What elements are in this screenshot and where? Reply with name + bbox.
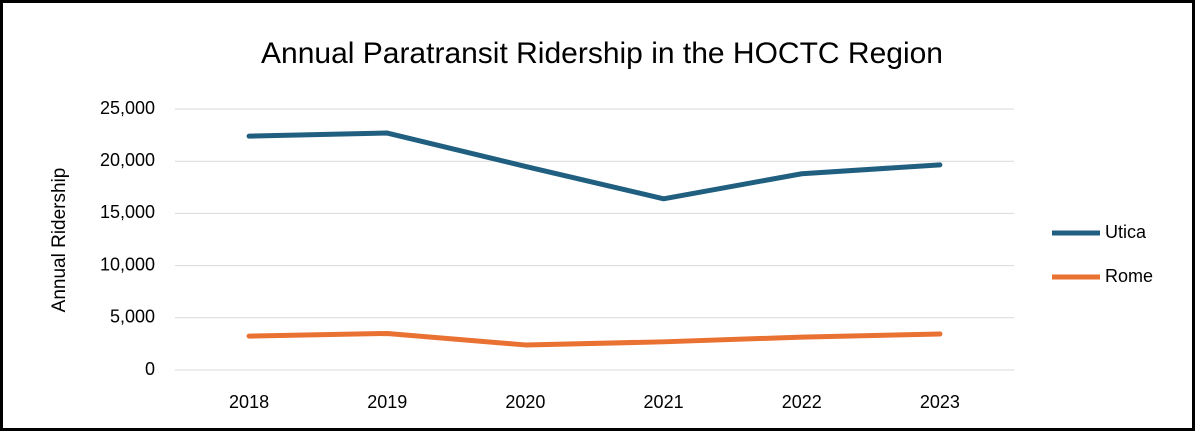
x-tick-label: 2020	[505, 392, 545, 412]
y-tick-label: 20,000	[100, 150, 155, 170]
legend-label: Rome	[1105, 266, 1153, 286]
x-tick-label: 2021	[644, 392, 684, 412]
y-tick-label: 0	[145, 359, 155, 379]
series-line	[246, 330, 943, 348]
x-tick-label: 2019	[367, 392, 407, 412]
x-tick-label: 2022	[782, 392, 822, 412]
series-line	[246, 130, 943, 202]
x-tick-label: 2018	[229, 392, 269, 412]
y-tick-label: 25,000	[100, 98, 155, 118]
y-axis-label: Annual Ridership	[49, 168, 70, 313]
y-tick-label: 15,000	[100, 202, 155, 222]
chart-title: Annual Paratransit Ridership in the HOCT…	[261, 37, 943, 70]
x-tick-label: 2023	[920, 392, 960, 412]
legend-label: Utica	[1105, 222, 1147, 242]
y-tick-label: 5,000	[110, 307, 155, 327]
y-tick-label: 10,000	[100, 254, 155, 274]
